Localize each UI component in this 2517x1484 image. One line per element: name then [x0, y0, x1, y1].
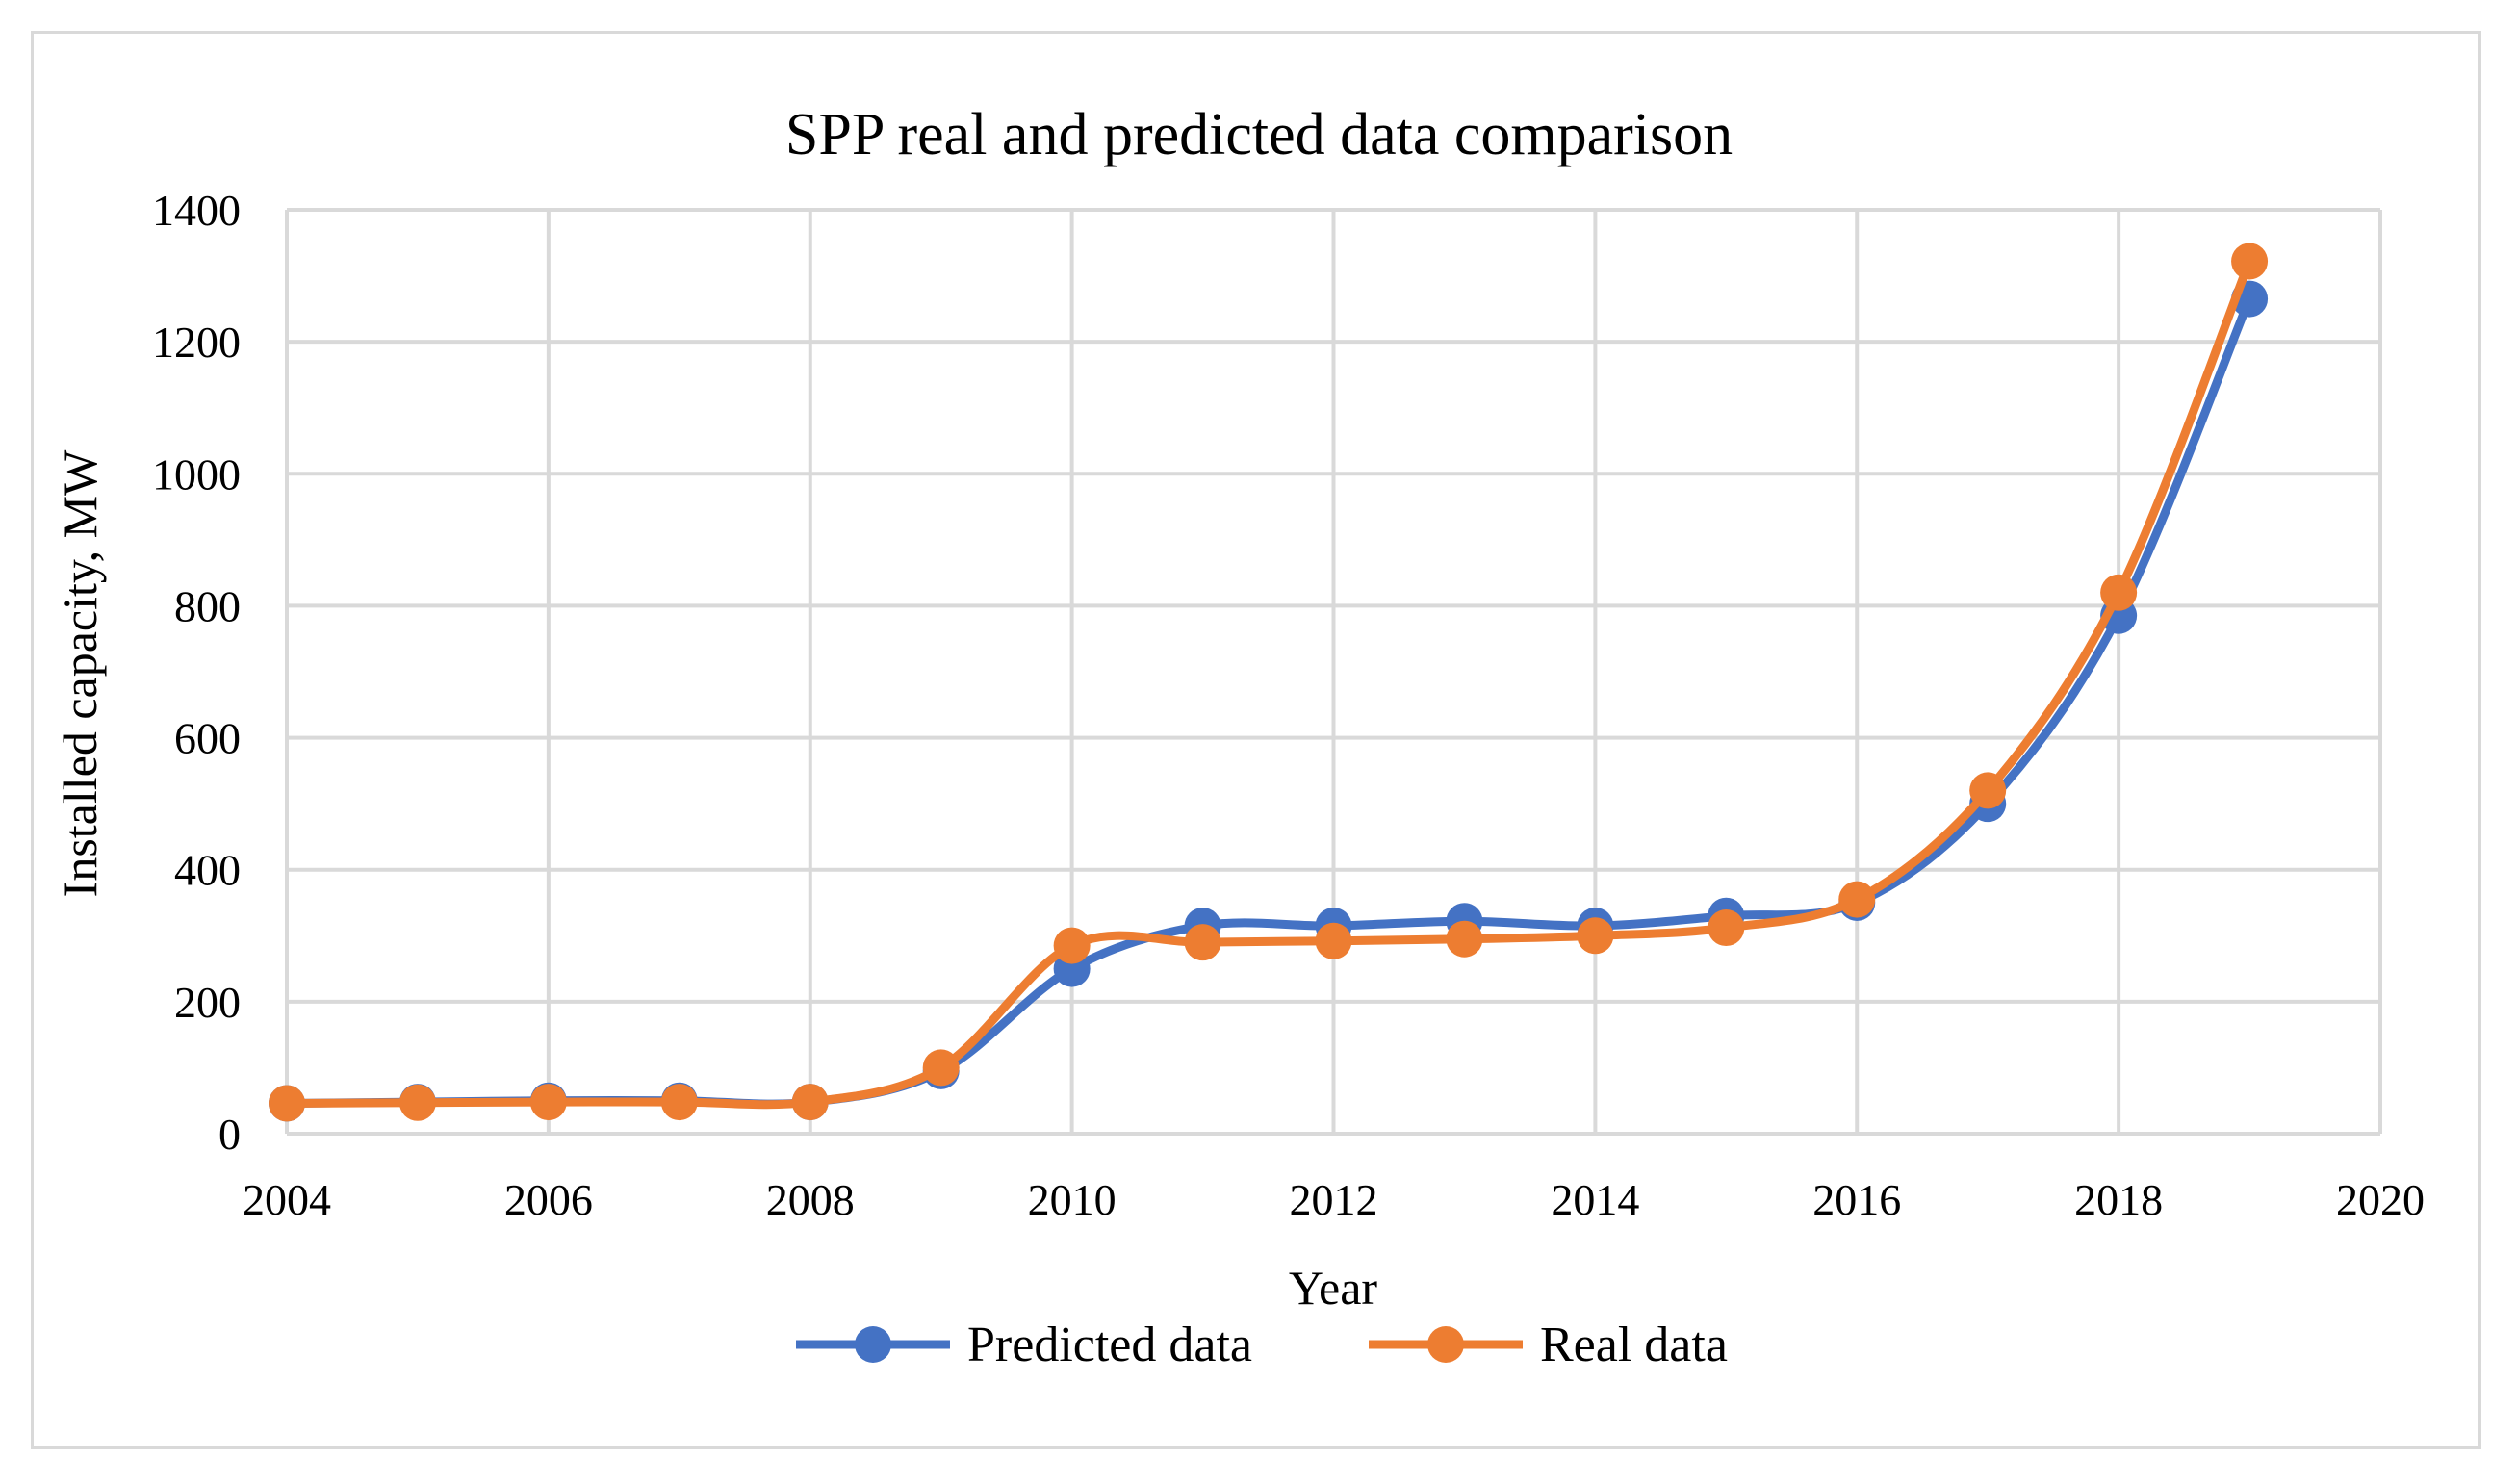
legend-label-real: Real data: [1540, 1318, 1728, 1372]
point-real-2014: [1577, 917, 1614, 955]
point-real-2009: [922, 1049, 960, 1087]
y-axis-ticks: 0 200 400 600 800 1000 1200 1400: [152, 186, 241, 1159]
x-tick-label-2014: 2014: [1551, 1175, 1639, 1224]
x-tick-label-2020: 2020: [2336, 1175, 2425, 1224]
point-real-2004: [269, 1085, 305, 1122]
x-axis-ticks: 2004 2006 2008 2010 2012 2014 2016 2018 2020: [243, 1175, 2425, 1224]
point-real-2017: [1969, 772, 2007, 809]
y-tick-label-200: 200: [174, 978, 241, 1027]
x-tick-label-2004: 2004: [243, 1175, 331, 1224]
x-tick-label-2010: 2010: [1028, 1175, 1117, 1224]
chart-container: [31, 31, 2481, 1449]
legend-item-predicted: Predicted data: [796, 1318, 1252, 1372]
point-real-2011: [1184, 924, 1221, 961]
series-line-real: [282, 256, 2254, 1110]
x-tick-label-2012: 2012: [1290, 1175, 1378, 1224]
point-real-2016: [1838, 881, 1876, 918]
legend-marker-predicted: [855, 1326, 891, 1363]
series-layer: [269, 243, 2269, 1122]
point-real-2010: [1053, 927, 1091, 964]
x-tick-label-2006: 2006: [504, 1175, 593, 1224]
chart-title: SPP real and predicted data comparison: [785, 102, 1733, 167]
point-real-2019: [2231, 243, 2269, 280]
x-tick-label-2018: 2018: [2074, 1175, 2163, 1224]
point-real-2008: [791, 1084, 829, 1121]
grid: [285, 208, 2382, 1136]
x-tick-label-2016: 2016: [1812, 1175, 1901, 1224]
point-real-2012: [1315, 922, 1352, 959]
x-tick-label-2008: 2008: [766, 1175, 855, 1224]
point-real-2007: [660, 1084, 698, 1121]
y-tick-label-0: 0: [218, 1110, 241, 1159]
y-tick-label-600: 600: [174, 714, 241, 763]
legend-marker-real: [1427, 1326, 1464, 1363]
legend-label-predicted: Predicted data: [967, 1318, 1252, 1372]
x-axis-title: Year: [1289, 1261, 1377, 1315]
point-real-2005: [398, 1084, 436, 1121]
series-predicted: [269, 280, 2269, 1122]
series-line-predicted: [282, 294, 2254, 1109]
y-tick-label-1000: 1000: [152, 449, 241, 499]
legend-item-real: Real data: [1369, 1318, 1728, 1372]
y-tick-label-400: 400: [174, 846, 241, 895]
y-tick-label-1400: 1400: [152, 186, 241, 235]
series-real: [269, 243, 2269, 1122]
point-real-2015: [1708, 909, 1745, 947]
point-real-2013: [1446, 920, 1483, 958]
y-tick-label-1200: 1200: [152, 318, 241, 367]
point-real-2018: [2100, 574, 2138, 611]
y-axis-title: Installed capacity, MW: [53, 449, 107, 897]
y-tick-label-800: 800: [174, 581, 241, 630]
legend: Predicted data Real data: [796, 1318, 1728, 1372]
point-real-2006: [529, 1084, 567, 1121]
